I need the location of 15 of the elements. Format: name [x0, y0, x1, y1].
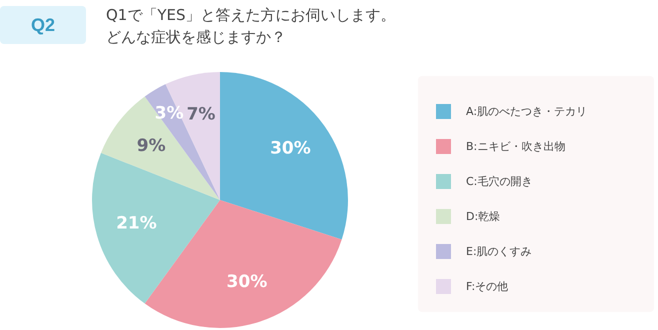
data-label: 21%	[116, 214, 157, 234]
data-label: 9%	[136, 136, 166, 156]
legend-label: F:その他	[466, 279, 508, 294]
data-label: 7%	[186, 104, 216, 124]
legend-label: A:肌のべたつき・テカリ	[466, 104, 588, 119]
data-label: 3%	[154, 103, 184, 124]
data-label: 30%	[226, 272, 268, 292]
data-label: 30%	[270, 138, 311, 158]
chart-title: Q1で「YES」と答えた方にお伺いします。	[106, 5, 396, 26]
legend-label: B:ニキビ・吹き出物	[466, 139, 566, 154]
text: Q2	[0, 6, 86, 44]
chart-subtitle: どんな症状を感じますか？	[106, 27, 287, 48]
legend-label: E:肌のくすみ	[466, 244, 532, 259]
legend-label: D:乾燥	[466, 209, 500, 224]
legend-label: C:毛穴の開き	[466, 174, 532, 189]
